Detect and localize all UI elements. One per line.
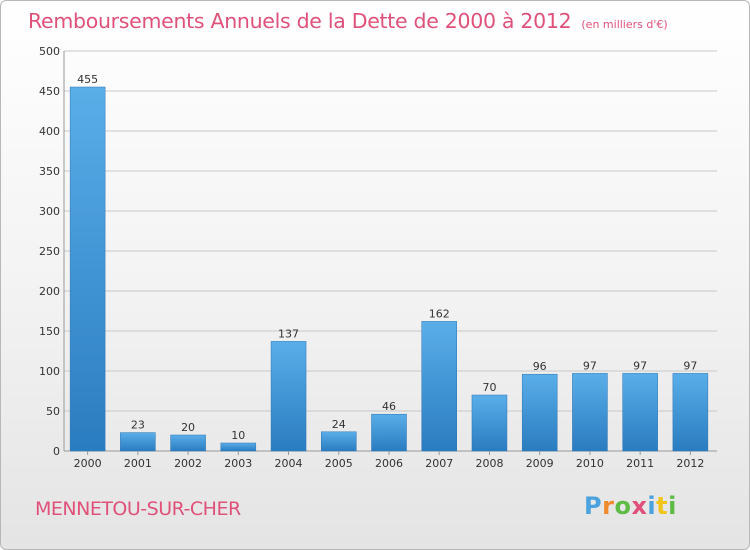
x-tick-label: 2001 <box>124 457 152 470</box>
bar <box>170 434 206 452</box>
x-tick-label: 2006 <box>375 457 403 470</box>
data-label: 20 <box>181 421 195 434</box>
chart-unit: (en milliers d'€) <box>581 18 668 31</box>
bar <box>622 373 658 452</box>
logo-letter: o <box>614 492 632 520</box>
bar <box>672 373 709 452</box>
bar <box>521 373 558 452</box>
logo-letter: x <box>631 492 648 520</box>
chart-title: Remboursements Annuels de la Dette de 20… <box>28 9 668 33</box>
y-tick-label: 150 <box>39 325 60 338</box>
y-tick-label: 450 <box>39 85 60 98</box>
y-tick-label: 300 <box>39 205 60 218</box>
y-tick-label: 50 <box>46 405 60 418</box>
bar <box>270 341 307 452</box>
data-label: 97 <box>583 359 597 372</box>
data-label: 455 <box>77 73 98 86</box>
x-tick-label: 2002 <box>174 457 202 470</box>
data-label: 96 <box>533 360 547 373</box>
y-tick-label: 100 <box>39 365 60 378</box>
x-tick-label: 2011 <box>626 457 654 470</box>
data-label: 97 <box>683 359 697 372</box>
bar <box>371 413 407 452</box>
x-tick-label: 2000 <box>74 457 102 470</box>
x-tick-label: 2004 <box>275 457 303 470</box>
data-label: 137 <box>278 327 299 340</box>
data-label: 162 <box>429 307 450 320</box>
x-tick-label: 2007 <box>425 457 453 470</box>
logo-letter: i <box>668 492 677 520</box>
logo-letter: r <box>602 492 615 520</box>
bar <box>321 431 357 452</box>
data-label: 46 <box>382 400 396 413</box>
data-label: 97 <box>633 359 647 372</box>
town-name: MENNETOU-SUR-CHER <box>35 498 241 520</box>
data-label: 23 <box>131 419 145 432</box>
y-tick-label: 400 <box>39 125 60 138</box>
data-label: 24 <box>332 418 346 431</box>
y-tick-label: 250 <box>39 245 60 258</box>
proxiti-logo: Proxiti <box>584 492 677 520</box>
bar <box>572 373 608 452</box>
x-tick-label: 2008 <box>475 457 503 470</box>
chart-title-text: Remboursements Annuels de la Dette de 20… <box>28 9 572 33</box>
logo-letter: P <box>584 492 603 520</box>
x-tick-label: 2010 <box>576 457 604 470</box>
x-tick-label: 2003 <box>224 457 252 470</box>
x-tick-label: 2005 <box>325 457 353 470</box>
logo-letter: t <box>656 492 669 520</box>
x-tick-label: 2009 <box>526 457 554 470</box>
bar <box>421 321 457 452</box>
data-label: 70 <box>482 381 496 394</box>
bar <box>120 432 156 452</box>
bar <box>220 442 257 452</box>
data-label: 10 <box>231 429 245 442</box>
y-tick-label: 350 <box>39 165 60 178</box>
y-tick-label: 0 <box>53 445 60 458</box>
bar <box>69 86 106 452</box>
y-tick-label: 200 <box>39 285 60 298</box>
bar <box>471 394 508 452</box>
logo-letter: i <box>647 492 657 520</box>
x-tick-label: 2012 <box>676 457 704 470</box>
y-tick-label: 500 <box>39 45 60 58</box>
